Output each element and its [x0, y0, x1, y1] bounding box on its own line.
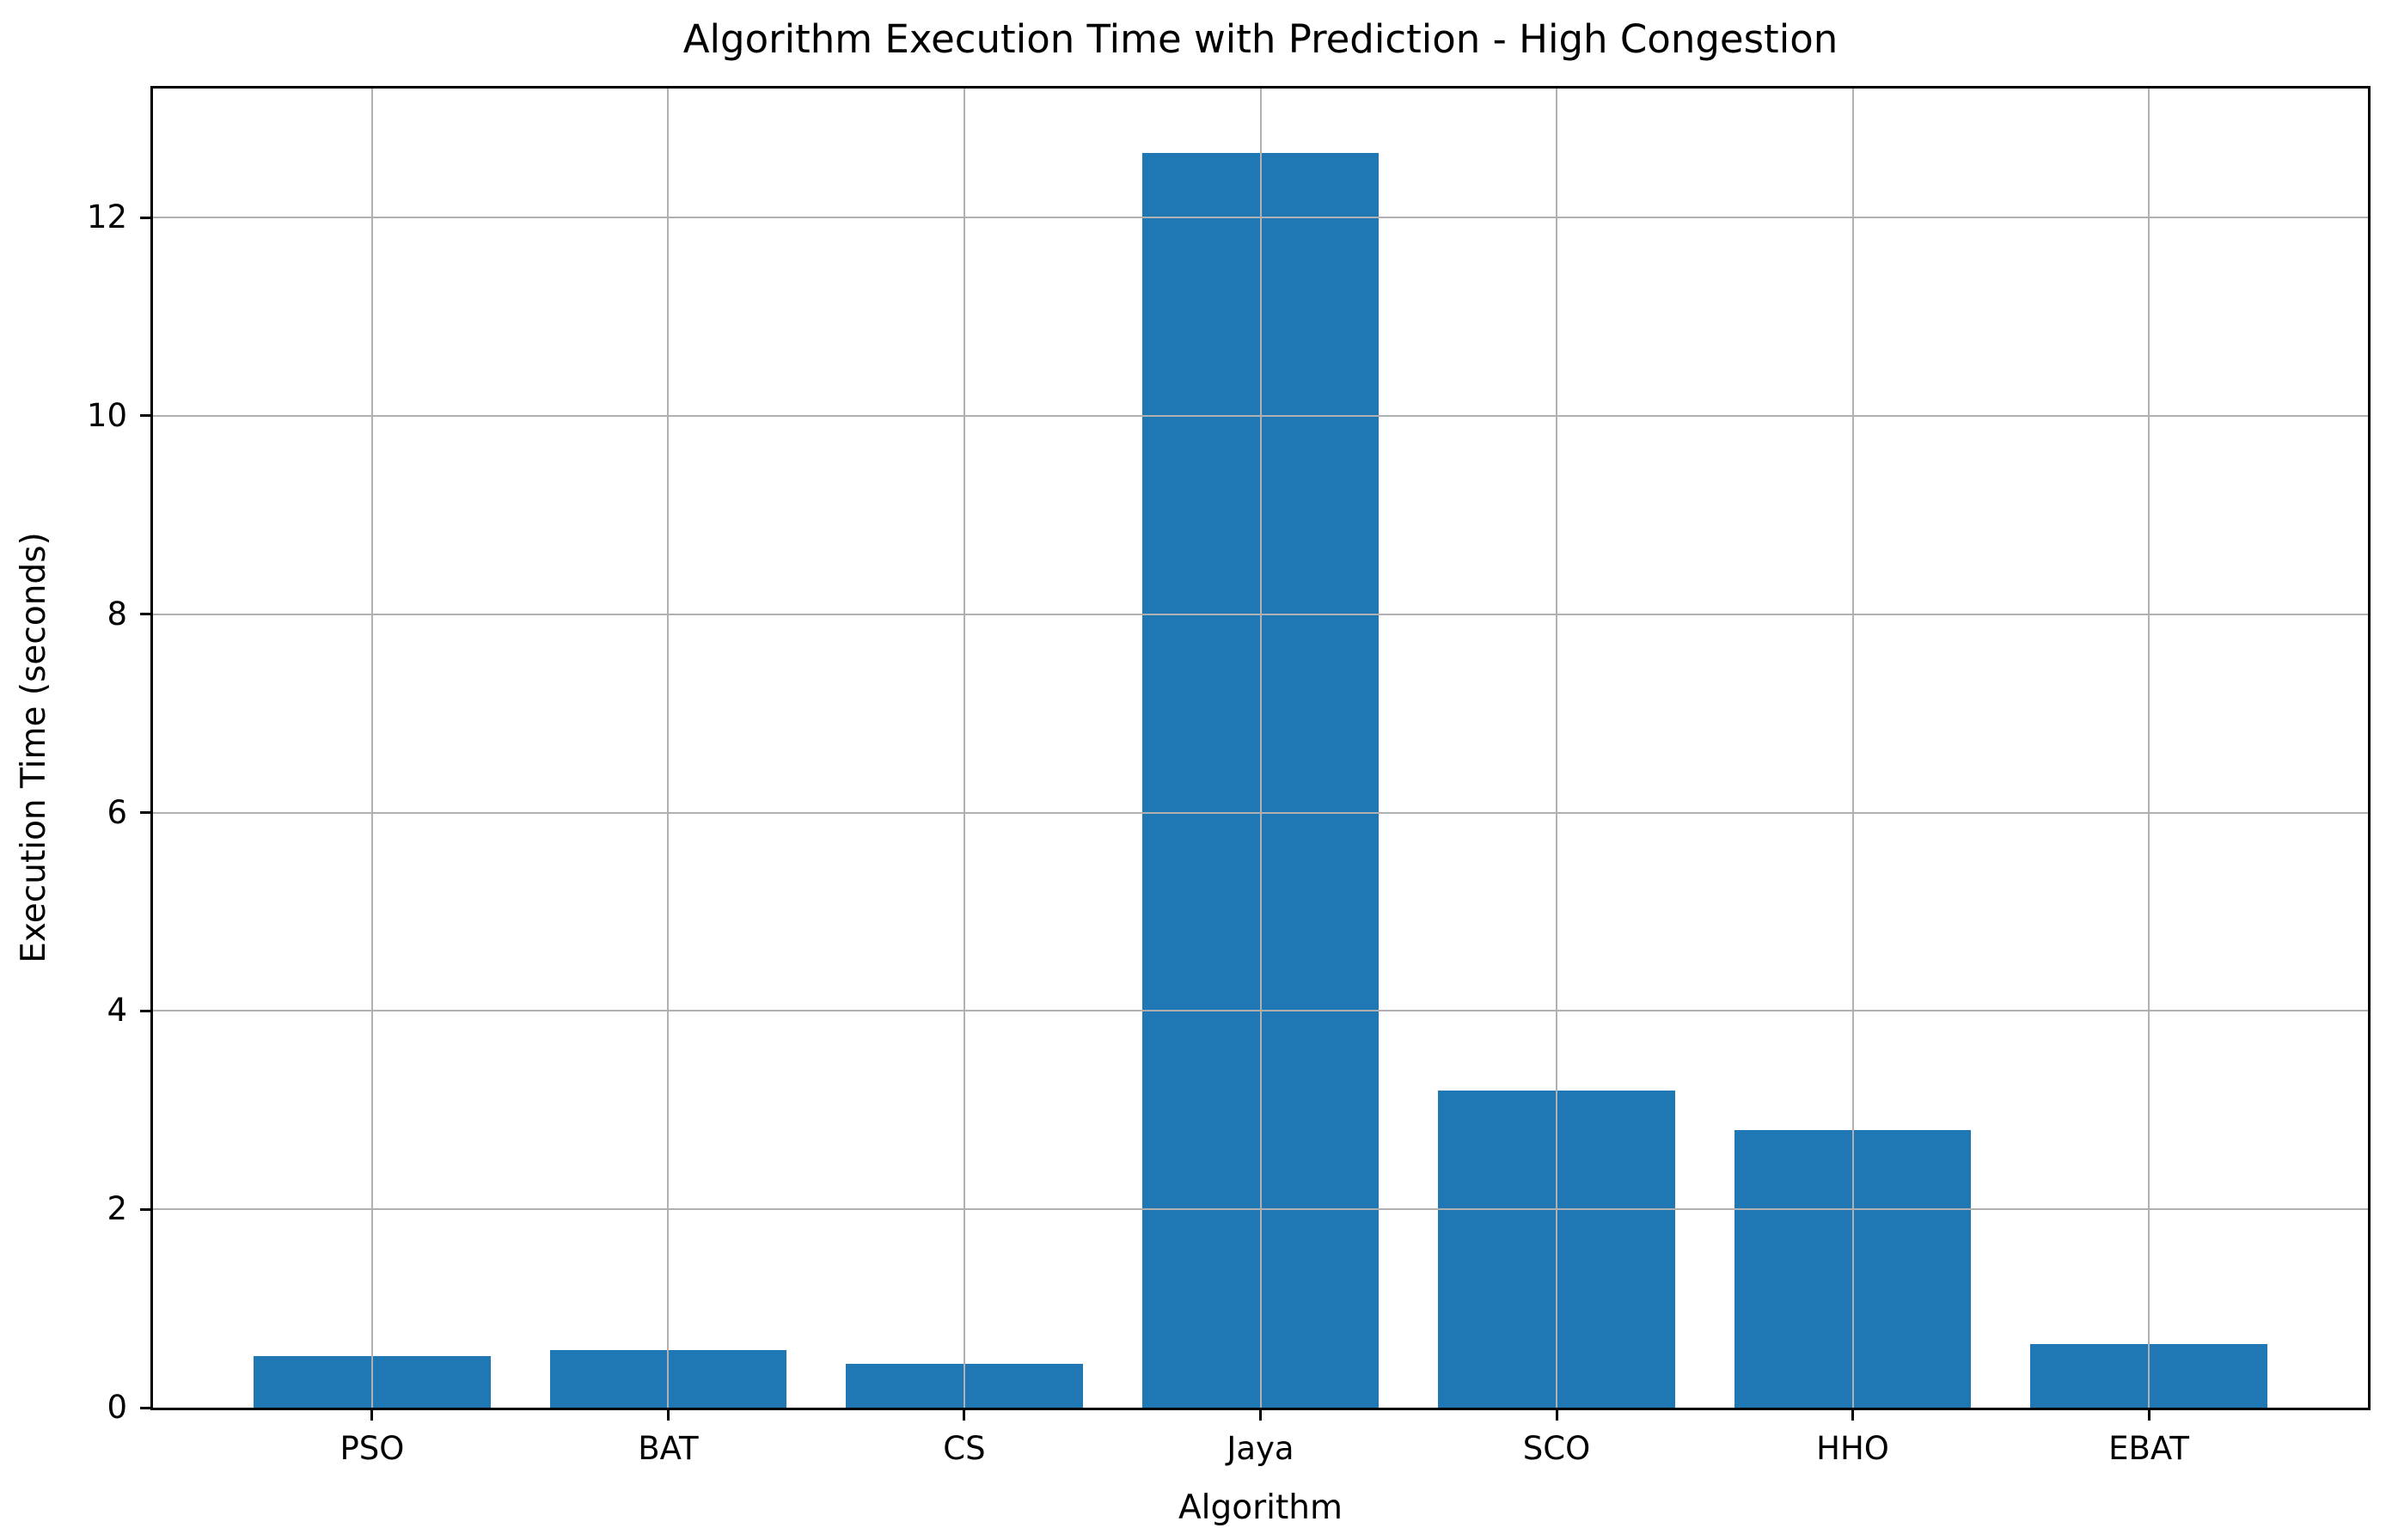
- x-tick-label: HHO: [1816, 1430, 1889, 1467]
- y-tick-label: 2: [107, 1190, 127, 1228]
- grid-line-vertical: [1556, 89, 1558, 1408]
- x-tick-mark: [666, 1408, 670, 1421]
- x-tick-label: PSO: [340, 1430, 405, 1467]
- y-tick-mark: [140, 216, 153, 219]
- y-tick-mark: [140, 1009, 153, 1012]
- x-tick-mark: [1555, 1408, 1558, 1421]
- grid-line-vertical: [370, 89, 373, 1408]
- x-axis-label: Algorithm: [1178, 1488, 1343, 1527]
- y-tick-mark: [140, 1406, 153, 1409]
- y-tick-label: 8: [107, 595, 127, 632]
- x-tick-mark: [1851, 1408, 1855, 1421]
- chart-title: Algorithm Execution Time with Prediction…: [682, 16, 1838, 62]
- x-tick-mark: [963, 1408, 966, 1421]
- x-tick-mark: [2147, 1408, 2150, 1421]
- grid-line-vertical: [963, 89, 965, 1408]
- y-tick-label: 6: [107, 793, 127, 831]
- y-tick-mark: [140, 1207, 153, 1211]
- grid-line-vertical: [1259, 89, 1262, 1408]
- y-tick-label: 4: [107, 992, 127, 1030]
- x-tick-mark: [1259, 1408, 1262, 1421]
- plot-area: [150, 86, 2371, 1410]
- y-tick-mark: [140, 414, 153, 418]
- grid-line-vertical: [667, 89, 670, 1408]
- x-tick-label: CS: [943, 1430, 986, 1467]
- y-tick-label: 12: [86, 199, 127, 236]
- y-tick-label: 0: [107, 1389, 127, 1426]
- x-tick-label: SCO: [1522, 1430, 1591, 1467]
- x-tick-label: Jaya: [1227, 1430, 1294, 1467]
- y-tick-mark: [140, 613, 153, 616]
- x-tick-label: EBAT: [2108, 1430, 2189, 1467]
- grid-line-vertical: [1851, 89, 1854, 1408]
- x-tick-mark: [370, 1408, 374, 1421]
- grid-line-vertical: [2148, 89, 2150, 1408]
- y-tick-label: 10: [86, 396, 127, 434]
- y-tick-mark: [140, 811, 153, 815]
- x-tick-label: BAT: [638, 1430, 699, 1467]
